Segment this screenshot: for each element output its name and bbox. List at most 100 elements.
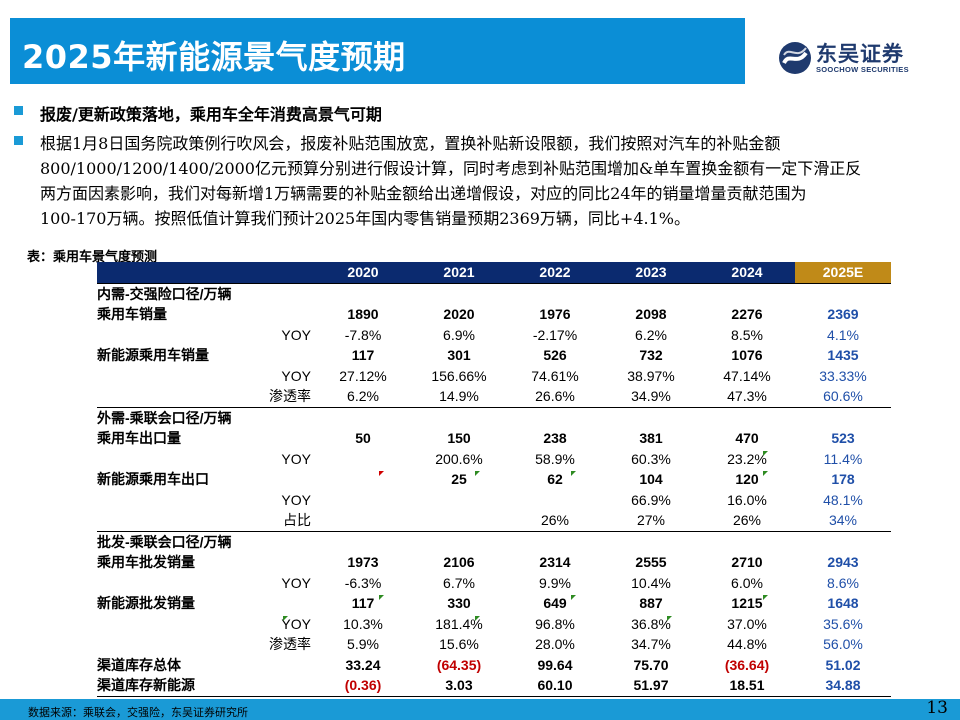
row-label: 新能源乘用车出口 — [97, 471, 209, 488]
table-row: YOY 10.3% 181.4% 96.8% 36.8% 37.0% 35.6% — [97, 614, 891, 635]
table-row: 乘用车销量 1890 2020 1976 2098 2276 2369 — [97, 304, 891, 325]
page-title: 2025年新能源景气度预期 — [22, 38, 406, 76]
forecast-table: 2020 2021 2022 2023 2024 2025E 内需-交强险口径/万辆乘用车销… — [97, 262, 891, 697]
paragraph-line: 两方面因素影响，我们对每新增1万辆需要的补贴金额给出递增假设，对应的同比24年的… — [40, 184, 807, 203]
table-cell: 56.0% — [823, 636, 863, 653]
table-cell: 34% — [828, 512, 858, 529]
table-cell: 51.97 — [603, 675, 699, 697]
row-label: 渗透率 — [269, 636, 311, 653]
table-cell: 523 — [831, 430, 855, 447]
bullet-heading: 报废/更新政策落地，乘用车全年消费高景气可期 — [40, 105, 382, 124]
paragraph-line: 根据1月8日国务院政策例行吹风会，报废补贴范围放宽，置换补贴新设限额，我们按照对… — [40, 134, 781, 153]
table-row: 新能源批发销量 117 330 649 887 1215 1648 — [97, 593, 891, 614]
table-cell: 38.97% — [627, 367, 675, 384]
table-cell: (36.64) — [724, 656, 770, 673]
table-cell: 27% — [636, 512, 666, 529]
table-cell: 34.9% — [631, 388, 671, 405]
table-cell: 150 — [447, 430, 471, 447]
table-cell: 66.9% — [631, 491, 671, 508]
table-cell: 25 — [379, 469, 507, 490]
table-cell: 2098 — [635, 306, 667, 323]
row-label: 渠道库存总体 — [97, 656, 181, 673]
table-cell: 238 — [543, 430, 567, 447]
table-cell — [315, 469, 411, 490]
table-row: 乘用车出口量 50 150 238 381 470 523 — [97, 428, 891, 449]
table-cell: 117 — [351, 595, 375, 612]
table-cell: 34.88 — [795, 675, 891, 697]
table-cell: 62 — [475, 469, 603, 490]
table-cell: 34.7% — [631, 636, 671, 653]
table-cell: 15.6% — [439, 636, 479, 653]
bullet-paragraph: 根据1月8日国务院政策例行吹风会，报废补贴范围放宽，置换补贴新设限额，我们按照对… — [40, 131, 945, 231]
table-row: 新能源乘用车销量 117 301 526 732 1076 1435 — [97, 345, 891, 366]
row-label: YOY — [281, 574, 311, 591]
table-cell: 26.6% — [535, 388, 575, 405]
table-cell — [315, 449, 411, 470]
table-cell: 51.02 — [825, 656, 861, 673]
table-row: 乘用车批发销量 1973 2106 2314 2555 2710 2943 — [97, 552, 891, 573]
bullet-square-icon — [14, 136, 23, 145]
table-header-row: 2020 2021 2022 2023 2024 2025E — [97, 262, 891, 283]
row-label: 乘用车销量 — [97, 306, 167, 323]
table-cell: 2020 — [443, 306, 475, 323]
table-cell — [411, 490, 507, 511]
table-cell: 732 — [639, 347, 663, 364]
row-label: YOY — [281, 367, 311, 384]
table-cell: 156.66% — [431, 367, 487, 384]
table-cell: 33.24 — [345, 656, 381, 673]
table-cell: 2710 — [731, 554, 763, 571]
table-cell: 2369 — [827, 306, 859, 323]
section-title: 内需-交强险口径/万辆 — [97, 282, 891, 304]
table-cell: 117 — [351, 347, 375, 364]
table-cell: -7.8% — [344, 326, 382, 343]
table-row: 新能源乘用车出口 25 62 104 120 178 — [97, 469, 891, 490]
table-cell: 2106 — [443, 554, 475, 571]
table-cell: 178 — [763, 469, 891, 490]
table-cell — [507, 490, 603, 511]
table-cell: 181.4% — [435, 615, 483, 632]
table-cell: 33.33% — [819, 367, 867, 384]
table-cell: 1215 — [731, 595, 763, 612]
paragraph-line: 800/1000/1200/1400/2000亿元预算分别进行假设计算，同时考虑… — [40, 159, 862, 178]
table-cell: 10.4% — [631, 574, 671, 591]
bullet-square-icon — [14, 106, 23, 115]
table-cell: 2555 — [635, 554, 667, 571]
row-label: YOY — [281, 450, 311, 467]
table-cell: 6.7% — [443, 574, 475, 591]
table-cell: 58.9% — [535, 450, 575, 467]
table-cell: 1648 — [763, 593, 891, 614]
year-header: 2021 — [411, 262, 507, 283]
table-row: YOY 200.6% 58.9% 60.3% 23.2% 11.4% — [97, 449, 891, 470]
table-row: YOY -7.8% 6.9% -2.17% 6.2% 8.5% 4.1% — [97, 325, 891, 346]
table-cell: 4.1% — [827, 326, 859, 343]
table-cell: 60.6% — [823, 388, 863, 405]
table-row: YOY 66.9% 16.0% 48.1% — [97, 490, 891, 511]
table-cell: 35.6% — [823, 615, 863, 632]
table-cell: 60.10 — [507, 675, 603, 697]
footer-bar — [0, 699, 960, 720]
table-cell: 6.2% — [635, 326, 667, 343]
table-cell: 2943 — [827, 554, 859, 571]
table-cell: 75.70 — [633, 656, 669, 673]
row-label: YOY — [281, 491, 311, 508]
table-cell: 104 — [571, 469, 699, 490]
table-cell: 36.8% — [631, 615, 671, 632]
table-cell: 99.64 — [537, 656, 573, 673]
table-cell: 470 — [735, 430, 759, 447]
table-row: 渗透率 6.2% 14.9% 26.6% 34.9% 47.3% 60.6% — [97, 386, 891, 407]
table-cell: 11.4% — [763, 449, 891, 470]
table-cell: (64.35) — [436, 656, 482, 673]
table-cell: 50 — [355, 430, 371, 447]
table-cell: 10.3% — [283, 614, 411, 635]
table-cell — [411, 510, 507, 531]
row-label: 乘用车出口量 — [97, 430, 181, 447]
section-header-row: 外需-乘联会口径/万辆 — [97, 406, 891, 428]
row-label: 乘用车批发销量 — [97, 554, 195, 571]
table-cell: 1976 — [539, 306, 571, 323]
table-cell: 26% — [732, 512, 762, 529]
row-label: YOY — [281, 615, 311, 632]
table-cell: 74.61% — [531, 367, 579, 384]
table-cell: 8.5% — [731, 326, 763, 343]
table-cell: 200.6% — [435, 450, 483, 467]
table-cell: 9.9% — [539, 574, 571, 591]
